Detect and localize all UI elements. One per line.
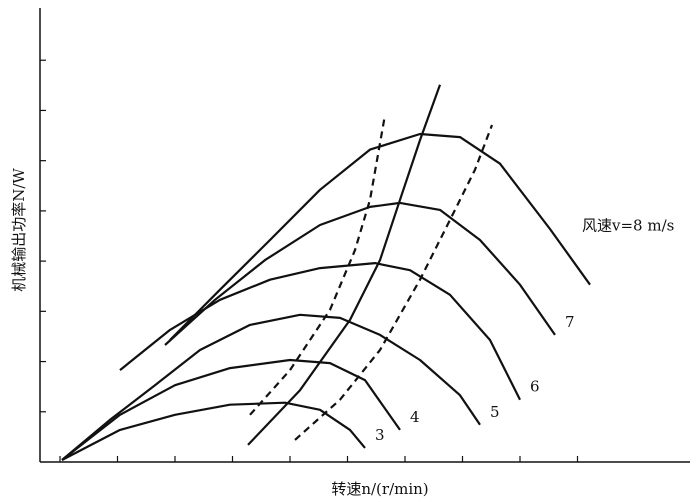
y-axis-label: 机械输出功率N/W (10, 168, 28, 292)
curve (247, 84, 442, 446)
curve-label: 5 (490, 403, 500, 421)
curve-label: 风速v=8 m/s (582, 217, 674, 235)
curve-label: 4 (410, 408, 420, 426)
curve (294, 124, 494, 441)
curve (61, 401, 366, 461)
curve-label: 7 (565, 313, 575, 331)
curve (164, 201, 556, 346)
curve (169, 132, 591, 341)
curve-label: 6 (530, 378, 540, 396)
curve (61, 358, 401, 461)
curve (61, 313, 481, 461)
curve (249, 114, 387, 416)
curve-label: 3 (375, 426, 385, 444)
x-axis-label: 转速n/(r/min) (331, 480, 428, 498)
